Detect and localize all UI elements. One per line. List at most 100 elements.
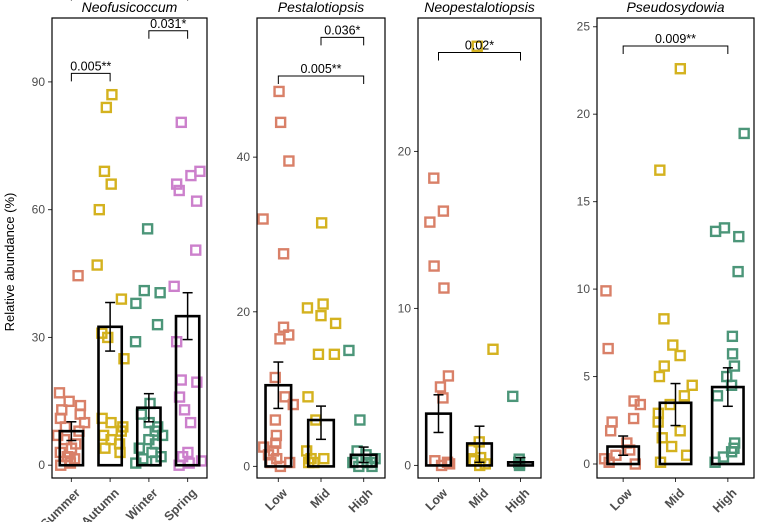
significance-label: 0.009** [655, 32, 696, 46]
data-point [133, 442, 145, 454]
data-point [434, 381, 447, 393]
significance-label: 0.005** [300, 62, 341, 76]
data-point [191, 376, 203, 388]
y-tick-label: 90 [32, 75, 46, 89]
data-point [63, 395, 75, 408]
significance-label: 0.005** [70, 59, 111, 73]
data-point [315, 309, 327, 322]
data-point [168, 280, 180, 293]
data-point [726, 348, 739, 360]
data-point [600, 285, 612, 297]
data-point [329, 317, 342, 330]
data-point [270, 429, 283, 442]
data-point [178, 404, 191, 416]
data-point [273, 85, 285, 98]
significance-label: 0.036* [324, 23, 360, 37]
data-point [194, 165, 206, 178]
significance-label: 0.02* [465, 39, 494, 53]
x-tick-label: Spring [161, 486, 199, 522]
data-point [653, 370, 666, 383]
panel-frame [256, 17, 386, 479]
panel-3: Neopestalotiopsis 0 10 20 Low Mid High 0.02* [398, 0, 542, 515]
data-point [718, 222, 731, 234]
data-point [195, 455, 208, 467]
y-tick-label: 30 [32, 330, 46, 344]
data-point [72, 269, 84, 282]
x-tick-label: Low [263, 486, 291, 514]
data-point [428, 260, 440, 272]
y-tick-label: 0 [583, 457, 590, 471]
data-point [732, 265, 744, 278]
data-point [93, 203, 105, 216]
panel-title: Neofusicoccum [82, 0, 178, 15]
x-tick-label: High [710, 486, 740, 516]
data-point [437, 205, 450, 217]
data-point [424, 216, 436, 228]
data-point [654, 164, 666, 176]
data-point [312, 348, 325, 361]
data-point [686, 379, 698, 392]
data-point [678, 390, 691, 402]
data-point [170, 178, 183, 190]
data-point [664, 398, 676, 411]
data-point [674, 63, 687, 75]
data-point [603, 456, 615, 468]
data-point [738, 127, 750, 140]
data-point [102, 331, 114, 344]
data-point [674, 349, 686, 362]
x-tick-label: Winter [123, 486, 160, 522]
y-tick-label: 25 [577, 20, 591, 34]
data-point [274, 116, 287, 129]
data-point [711, 390, 724, 402]
data-point [442, 370, 455, 382]
data-point [602, 342, 614, 355]
data-point [728, 360, 741, 372]
data-point [130, 297, 142, 310]
y-tick-label: 20 [398, 144, 412, 158]
y-tick-label: 20 [237, 305, 251, 319]
y-tick-label: 15 [577, 195, 591, 209]
data-point [318, 452, 330, 465]
y-tick-label: 20 [577, 107, 591, 121]
data-point [274, 333, 286, 345]
data-point [141, 223, 154, 235]
data-point [156, 429, 169, 442]
y-tick-label: 10 [577, 282, 591, 296]
panel-2: Pestalotiopsis 0 20 40 Low Mid High 0.005** 0.03… [237, 0, 386, 515]
y-tick-label: 0 [243, 459, 250, 473]
data-point [154, 287, 166, 299]
significance-bracket [70, 72, 111, 82]
panel-title: Pseudosydowia [626, 0, 724, 15]
data-point [114, 446, 126, 459]
data-point [269, 414, 282, 426]
data-point [471, 40, 483, 52]
panel-4: Pseudosydowia 0 5 10 15 20 25 Low Mid High 0.009** [577, 0, 755, 516]
data-point [487, 343, 499, 355]
panel-frame [596, 17, 755, 479]
data-point [317, 298, 329, 310]
y-tick-label: 0 [404, 458, 411, 472]
data-point [184, 416, 197, 429]
data-point [270, 437, 282, 449]
data-point [190, 244, 202, 256]
data-point [709, 225, 722, 238]
significance-label: 0.031* [150, 17, 186, 31]
data-point [674, 425, 686, 437]
x-tick-label: Mid [308, 486, 333, 511]
data-point [658, 360, 670, 372]
data-point [91, 259, 103, 271]
data-point [151, 318, 164, 331]
data-point [105, 416, 117, 429]
data-point [115, 293, 128, 305]
data-point [129, 336, 142, 348]
panel-title: Pestalotiopsis [278, 0, 364, 15]
panel-frame [417, 17, 542, 479]
data-point [277, 248, 290, 260]
data-point [118, 353, 130, 365]
data-point [680, 449, 693, 461]
data-point [343, 344, 355, 357]
panel-title: Neopestalotiopsis [424, 0, 535, 15]
data-point [656, 432, 668, 444]
data-point [99, 442, 111, 454]
